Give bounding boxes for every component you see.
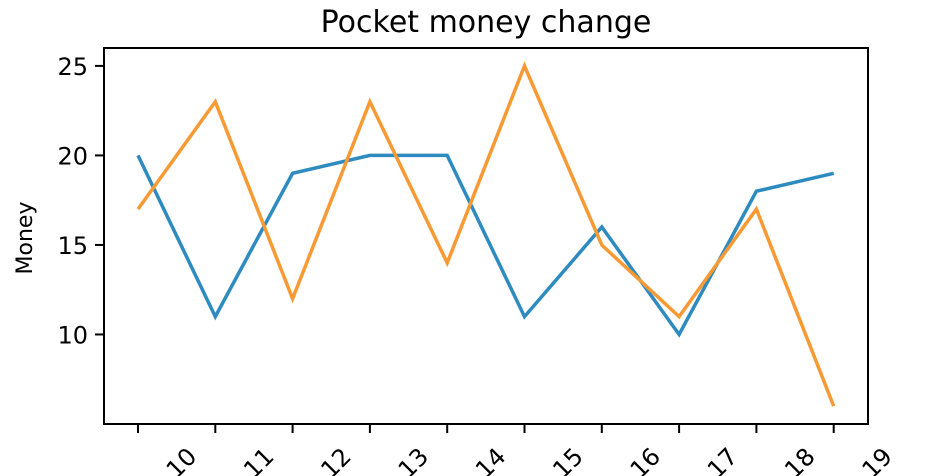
x-tick-label: 17 <box>702 442 743 476</box>
chart-title: Pocket money change <box>321 5 652 40</box>
x-tick-label: 10 <box>161 442 202 476</box>
y-tick-label: 25 <box>57 53 88 81</box>
x-tick-label: 14 <box>470 442 511 476</box>
x-tick-label: 12 <box>315 442 356 476</box>
x-tick-label: 13 <box>393 442 434 476</box>
y-axis-label: Money <box>13 202 38 275</box>
x-tick-label: 19 <box>857 442 898 476</box>
y-tick-label: 10 <box>57 321 88 349</box>
x-tick-label: 16 <box>625 442 666 476</box>
x-tick-label: 15 <box>547 442 588 476</box>
x-tick-label: 11 <box>238 442 279 476</box>
x-axis: 10 11 12 13 14 15 16 17 18 19 <box>137 424 898 476</box>
y-tick-label: 20 <box>57 142 88 170</box>
x-tick-label: 18 <box>779 442 820 476</box>
series-2-line <box>136 61 836 407</box>
y-axis: 10 15 20 25 <box>57 53 104 349</box>
plot-frame <box>103 47 869 425</box>
y-tick-label: 15 <box>57 232 88 260</box>
series-layer <box>136 61 836 407</box>
